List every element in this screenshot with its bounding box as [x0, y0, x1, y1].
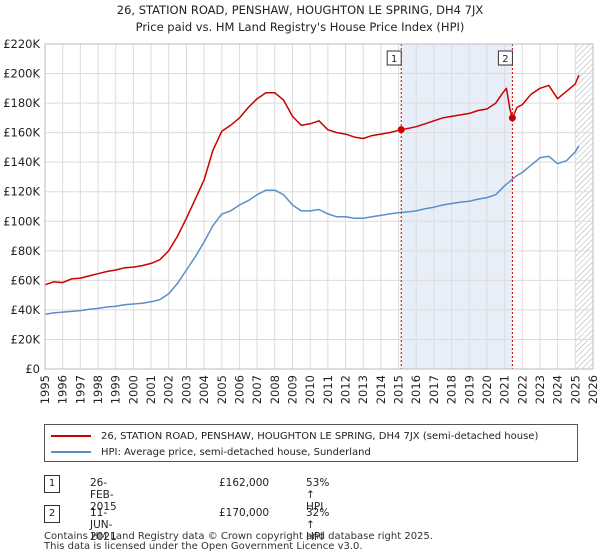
- legend-item-hpi: HPI: Average price, semi-detached house,…: [51, 444, 371, 460]
- x-tick-label: 2023: [533, 375, 547, 404]
- y-tick-label: £180K: [3, 96, 40, 110]
- x-tick-label: 2007: [250, 375, 264, 404]
- x-tick-label: 2005: [215, 375, 229, 404]
- x-tick-label: 2019: [462, 375, 476, 404]
- sale-point: [508, 114, 516, 122]
- legend-swatch-blue: [51, 451, 91, 453]
- x-tick-label: 2025: [568, 375, 582, 404]
- legend-label-hpi: HPI: Average price, semi-detached house,…: [101, 446, 371, 458]
- series-line-property: [44, 74, 580, 286]
- x-tick-label: 1996: [56, 375, 70, 404]
- y-tick-label: £20K: [11, 332, 41, 346]
- y-tick-label: £160K: [3, 126, 40, 140]
- x-tick-label: 2000: [126, 375, 140, 404]
- sale-label-text: 1: [391, 54, 397, 65]
- y-tick-label: £120K: [3, 185, 40, 199]
- plot-frame: [44, 43, 594, 370]
- ownership-period-shade: [401, 44, 513, 369]
- y-tick-label: £200K: [3, 67, 40, 81]
- x-tick-label: 2020: [480, 375, 494, 404]
- sale-point: [397, 126, 405, 134]
- footer: Contains HM Land Registry data © Crown c…: [44, 532, 433, 552]
- sale-price-2: £170,000: [219, 507, 270, 519]
- x-tick-label: 2011: [321, 375, 335, 404]
- price-chart: 26, STATION ROAD, PENSHAW, HOUGHTON LE S…: [3, 3, 600, 404]
- x-tick-label: 1995: [38, 375, 52, 404]
- x-tick-label: 2026: [586, 375, 600, 404]
- x-tick-label: 2009: [285, 375, 299, 404]
- legend-swatch-red: [51, 435, 91, 437]
- y-tick-label: £40K: [11, 303, 41, 317]
- footer-licence: This data is licensed under the Open Gov…: [44, 541, 363, 552]
- y-tick-label: £100K: [3, 214, 40, 228]
- y-tick-label: £0: [25, 362, 40, 376]
- x-tick-label: 1997: [73, 375, 87, 404]
- x-tick-label: 2021: [498, 375, 512, 404]
- x-tick-label: 2004: [197, 375, 211, 404]
- chart-subtitle: Price paid vs. HM Land Registry's House …: [136, 20, 465, 34]
- x-tick-label: 2016: [409, 375, 423, 404]
- x-tick-label: 2018: [445, 375, 459, 404]
- sale-label-text: 2: [502, 54, 508, 65]
- sale-hpi-2: 32% ↑ HPI: [306, 507, 330, 543]
- x-tick-label: 2024: [551, 375, 565, 404]
- y-tick-label: £60K: [11, 273, 41, 287]
- sale-badge-2: 2: [44, 505, 60, 523]
- x-tick-label: 1998: [91, 375, 105, 404]
- sale-hpi-1: 53% ↑ HPI: [306, 477, 330, 513]
- x-tick-label: 2022: [515, 375, 529, 404]
- y-tick-label: £140K: [3, 155, 40, 169]
- sale-price-1: £162,000: [219, 477, 270, 489]
- y-tick-label: £220K: [3, 37, 40, 51]
- x-tick-label: 2012: [339, 375, 353, 404]
- x-tick-label: 2008: [268, 375, 282, 404]
- legend-item-property: 26, STATION ROAD, PENSHAW, HOUGHTON LE S…: [51, 428, 538, 444]
- footer-copyright: Contains HM Land Registry data © Crown c…: [44, 531, 433, 542]
- x-tick-label: 2017: [427, 375, 441, 404]
- sale-date-2: 11-JUN-2021: [90, 507, 117, 543]
- x-tick-label: 2013: [356, 375, 370, 404]
- sale-label-box: [497, 50, 513, 66]
- y-tick-label: £80K: [11, 244, 41, 258]
- legend: 26, STATION ROAD, PENSHAW, HOUGHTON LE S…: [44, 424, 578, 462]
- x-tick-label: 2006: [232, 375, 246, 404]
- chart-title: 26, STATION ROAD, PENSHAW, HOUGHTON LE S…: [117, 3, 484, 17]
- future-hatch-area: [575, 44, 593, 369]
- x-tick-label: 1999: [109, 375, 123, 404]
- sale-label-box: [386, 50, 402, 66]
- x-tick-label: 2001: [144, 375, 158, 404]
- x-tick-label: 2003: [179, 375, 193, 404]
- x-tick-label: 2010: [303, 375, 317, 404]
- x-tick-label: 2002: [162, 375, 176, 404]
- series-line-hpi: [44, 145, 580, 316]
- sale-date-1: 26-FEB-2015: [90, 477, 117, 513]
- x-tick-label: 2015: [392, 375, 406, 404]
- sale-badge-1: 1: [44, 475, 60, 493]
- x-tick-label: 2014: [374, 375, 388, 404]
- legend-label-property: 26, STATION ROAD, PENSHAW, HOUGHTON LE S…: [101, 430, 539, 442]
